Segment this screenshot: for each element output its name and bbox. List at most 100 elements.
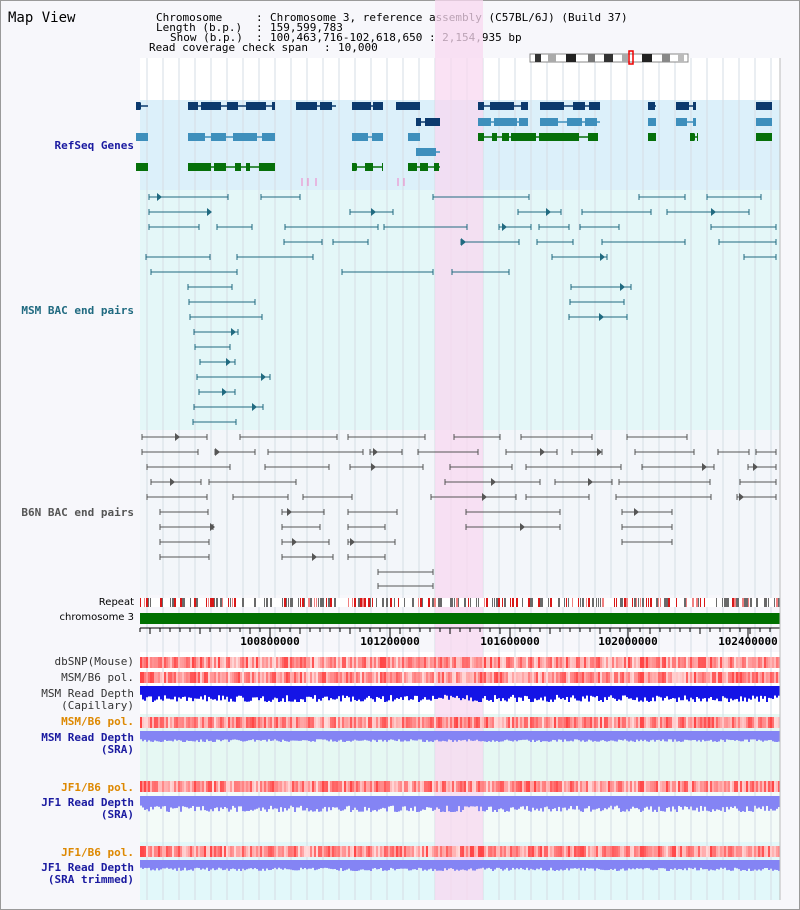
read-depth-bar [256,860,258,870]
bac-end-arrow [502,223,507,231]
polymorphism-strip [350,781,352,792]
gene-exon [373,102,383,110]
polymorphism-strip [530,781,532,792]
polymorphism-strip [772,717,774,728]
read-depth-bar [432,860,434,871]
read-depth-bar [516,686,518,702]
polymorphism-strip [290,781,292,792]
snp-density-strip [384,657,386,668]
snp-density-strip [314,657,316,668]
snp-density-strip [464,657,466,668]
repeat-mark [528,598,530,607]
polymorphism-strip [400,781,402,792]
repeat-mark [596,598,597,607]
polymorphism-strip [200,781,202,792]
polymorphism-strip [740,781,742,792]
polymorphism-strip [380,672,382,683]
read-depth-bar [416,731,418,741]
polymorphism-strip [596,717,598,728]
read-depth-bar [356,796,358,810]
read-depth-bar [622,796,624,812]
track-label-refseq[interactable]: RefSeq Genes [54,139,134,152]
polymorphism-strip [478,846,480,857]
read-depth-bar [290,796,292,806]
polymorphism-strip [274,717,276,728]
polymorphism-strip [452,781,454,792]
repeat-mark [452,598,453,607]
read-depth-bar [380,796,382,809]
track-label-b6n-bac[interactable]: B6N BAC end pairs [21,506,134,519]
polymorphism-strip [166,672,168,683]
polymorphism-strip [302,672,304,683]
read-depth-bar [206,860,208,868]
polymorphism-strip [318,781,320,792]
polymorphism-strip [736,846,738,857]
polymorphism-strip [358,717,360,728]
polymorphism-strip [290,846,292,857]
read-depth-bar [652,731,654,740]
repeat-mark [196,598,198,607]
read-depth-bar [672,731,674,742]
snp-density-strip [236,657,238,668]
read-depth-bar [406,796,408,811]
polymorphism-strip [400,846,402,857]
snp-density-strip [288,657,290,668]
polymorphism-strip [378,781,380,792]
read-depth-bar [488,796,490,807]
polymorphism-strip [766,717,768,728]
polymorphism-strip [606,717,608,728]
polymorphism-strip [654,717,656,728]
polymorphism-strip [528,672,530,683]
polymorphism-strip [696,717,698,728]
read-depth-bar [550,731,552,742]
read-depth-bar [198,796,200,807]
polymorphism-strip [246,672,248,683]
snp-density-strip [620,657,622,668]
bac-end-arrow [350,538,355,546]
polymorphism-strip [432,672,434,683]
read-depth-bar [604,860,606,871]
snp-density-strip [610,657,612,668]
snp-density-strip [198,657,200,668]
snp-density-strip [654,657,656,668]
polymorphism-strip [216,717,218,728]
read-depth-bar [442,686,444,699]
repeat-mark [582,598,584,607]
read-depth-bar [428,860,430,870]
polymorphism-strip [146,672,148,683]
track-label-msm-bac[interactable]: MSM BAC end pairs [21,304,134,317]
read-depth-bar [776,686,778,698]
snp-density-strip [474,657,476,668]
snp-density-strip [180,657,182,668]
polymorphism-strip [768,717,770,728]
polymorphism-strip [242,781,244,792]
read-depth-bar [576,860,578,869]
read-depth-bar [430,686,432,701]
read-depth-bar [200,860,202,870]
snp-density-strip [176,657,178,668]
gene-exon [201,102,221,110]
repeat-mark [206,598,207,607]
polymorphism-strip [690,781,692,792]
polymorphism-strip [516,846,518,857]
read-depth-bar [264,731,266,740]
read-depth-bar [386,686,388,702]
polymorphism-strip [644,672,646,683]
polymorphism-strip [240,846,242,857]
polymorphism-strip [662,846,664,857]
read-depth-bar [216,731,218,740]
read-depth-bar [174,796,176,809]
snp-density-strip [564,657,566,668]
snp-density-strip [468,657,470,668]
read-depth-bar [712,796,714,810]
read-depth-bar [472,686,474,702]
read-depth-bar [666,686,668,697]
snp-density-strip [770,657,772,668]
polymorphism-strip [144,781,146,792]
read-depth-bar [272,731,274,741]
snp-density-strip [568,657,570,668]
read-depth-bar [184,686,186,697]
repeat-mark [354,598,356,607]
gene-exon [235,163,241,171]
